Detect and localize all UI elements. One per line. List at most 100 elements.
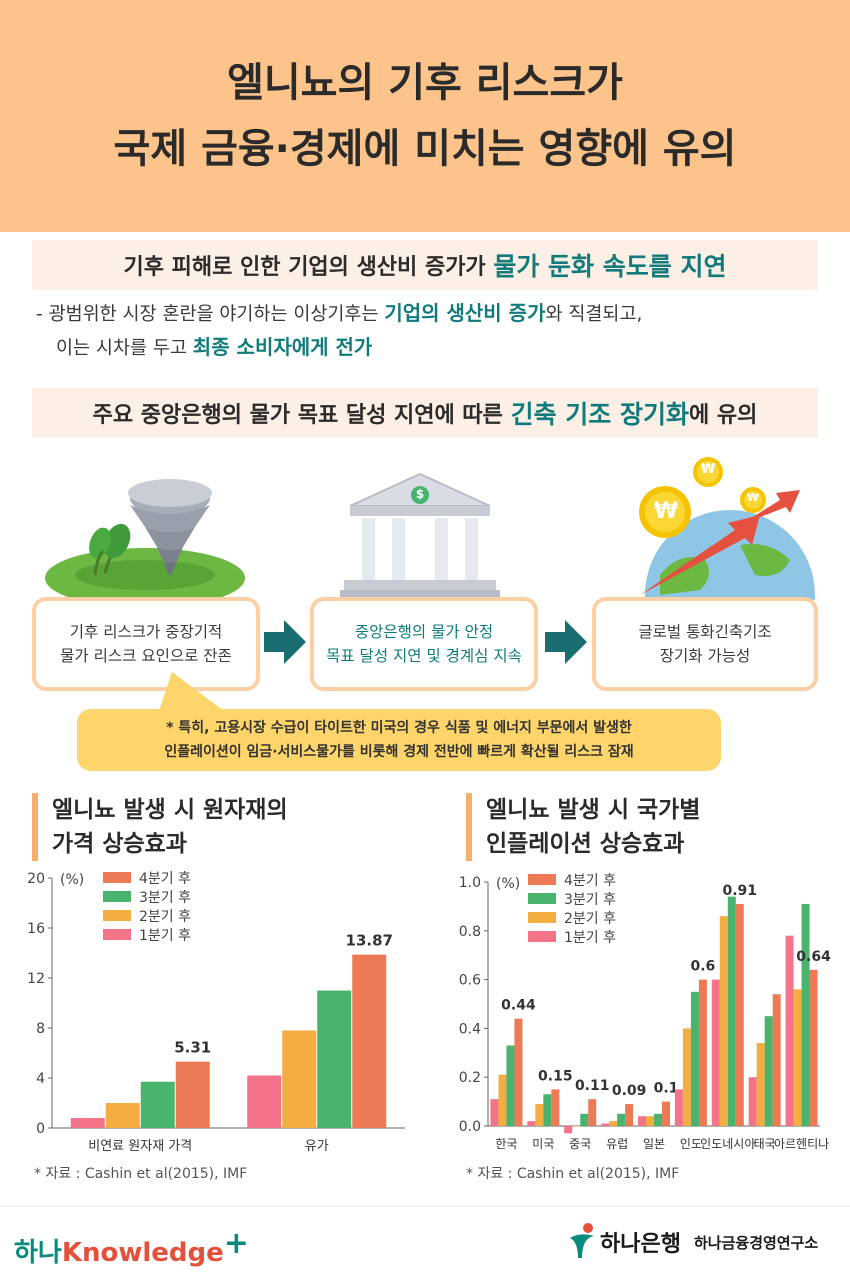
bar <box>809 969 818 1126</box>
bar <box>772 994 781 1126</box>
data-label: 0.15 <box>538 1068 573 1084</box>
y-tick-label: 0 <box>36 1121 45 1137</box>
legend-swatch <box>528 893 556 904</box>
coin-won-symbol-tiny: ₩ <box>746 491 760 504</box>
bank-dollar-symbol: $ <box>415 487 425 501</box>
y-tick-label: 0.6 <box>459 973 481 989</box>
y-tick-label: 4 <box>36 1071 45 1087</box>
paragraph-line1: - 광범위한 시장 혼란을 야기하는 이상기후는 기업의 생산비 증가와 직결되… <box>36 296 826 332</box>
step-box-2: 중앙은행의 물가 안정 목표 달성 지연 및 경계심 지속 <box>310 597 538 691</box>
y-tick-label: 8 <box>36 1021 45 1037</box>
step-box-3: 글로벌 통화긴축기조 장기화 가능성 <box>592 597 818 691</box>
legend-swatch <box>528 912 556 923</box>
bar <box>535 1104 544 1126</box>
bar <box>543 1094 552 1126</box>
section2-line2: 인플레이션 상승효과 <box>486 831 685 857</box>
x-tick-label: 아르헨티나 <box>774 1137 829 1151</box>
bar <box>580 1113 589 1126</box>
legend-label: 3분기 후 <box>564 892 616 908</box>
legend-label: 2분기 후 <box>564 911 616 927</box>
bar <box>793 989 802 1126</box>
unit-label: (%) <box>60 872 84 888</box>
legend-label: 3분기 후 <box>139 890 191 906</box>
bar <box>506 1045 515 1126</box>
data-label: 0.1 <box>654 1081 679 1097</box>
banner1-prefix: 기후 피해로 인한 기업의 생산비 증가가 <box>123 255 494 280</box>
note-callout: * 특히, 고용시장 수급이 타이트한 미국의 경우 식품 및 에너지 부문에서… <box>77 709 721 771</box>
bank-icon <box>340 472 500 598</box>
bar <box>282 1030 317 1128</box>
bar <box>175 1061 210 1128</box>
section2-line1: 엘니뇨 발생 시 국가별 <box>486 797 701 823</box>
hana-institute-name: 하나금융경영연구소 <box>694 1234 819 1252</box>
bar <box>625 1104 634 1126</box>
banner2-suffix: 에 유의 <box>688 403 758 428</box>
x-tick-label: 중국 <box>569 1137 591 1151</box>
bar <box>690 991 699 1126</box>
x-tick-label: 인도네시아 <box>700 1137 755 1151</box>
arrow-right-icon <box>264 620 306 664</box>
arrow-right-icon <box>545 620 587 664</box>
source-note-1: * 자료 : Cashin et al(2015), IMF <box>34 1166 248 1182</box>
bar <box>564 1126 573 1134</box>
x-tick-label: 비연료 원자재 가격 <box>88 1139 192 1154</box>
bar <box>609 1121 618 1126</box>
banner1-highlight: 물가 둔화 속도를 지연 <box>493 252 727 281</box>
banner-price-delay: 기후 피해로 인한 기업의 생산비 증가가 물가 둔화 속도를 지연 <box>32 240 818 290</box>
bar <box>70 1118 105 1128</box>
paragraph-text-a: 광범위한 시장 혼란을 야기하는 이상기후는 <box>48 304 385 325</box>
step1-line2: 물가 리스크 요인으로 잔존 <box>60 647 232 665</box>
x-tick-label: 인도 <box>680 1137 702 1151</box>
bar <box>785 935 794 1126</box>
bar <box>514 1018 523 1126</box>
bar <box>498 1074 507 1126</box>
tornado-icon <box>45 479 245 598</box>
bar <box>756 1043 765 1126</box>
x-tick-label: 한국 <box>495 1137 517 1151</box>
footer-divider <box>0 1206 850 1207</box>
section1-line1: 엘니뇨 발생 시 원자재의 <box>52 797 288 823</box>
bar <box>572 1126 581 1127</box>
note-line1: * 특히, 고용시장 수급이 타이트한 미국의 경우 식품 및 에너지 부문에서… <box>166 720 632 736</box>
data-label: 0.44 <box>501 998 536 1014</box>
bar <box>662 1101 670 1126</box>
coin-won-symbol-large: ₩ <box>653 499 679 524</box>
y-tick-label: 0.4 <box>459 1021 481 1037</box>
bar <box>617 1113 626 1126</box>
legend-label: 4분기 후 <box>564 873 616 889</box>
data-label: 0.91 <box>723 883 758 899</box>
bar <box>601 1123 610 1126</box>
bar <box>748 1077 757 1126</box>
bar <box>105 1103 140 1128</box>
hana-bank-name: 하나은행 <box>600 1232 681 1257</box>
legend-swatch <box>103 872 131 883</box>
step1-line1: 기후 리스크가 중장기적 <box>69 623 223 641</box>
y-tick-label: 16 <box>27 921 45 937</box>
data-label: 0.11 <box>575 1078 610 1094</box>
paragraph-highlight-cost: 기업의 생산비 증가 <box>384 301 546 325</box>
logo-brand-a: 하나 <box>14 1238 62 1268</box>
x-tick-label: 일본 <box>643 1137 665 1151</box>
data-label: 0.64 <box>796 949 831 965</box>
legend-swatch <box>528 874 556 885</box>
hana-bank-logo-icon <box>570 1223 594 1258</box>
banner2-highlight: 긴축 기조 장기화 <box>510 400 689 429</box>
step3-line1: 글로벌 통화긴축기조 <box>638 623 772 641</box>
logo-brand-b: Knowledge <box>61 1238 224 1268</box>
bar <box>646 1116 654 1126</box>
data-label: 5.31 <box>174 1039 211 1057</box>
paragraph-text-d: 이는 시차를 두고 <box>56 338 193 359</box>
data-label: 0.09 <box>612 1083 647 1099</box>
chart-country-inflation: 0.0 0.2 0.4 0.6 0.8 1.0 (%) 4분기 후 3분기 후 2분기 후 1분기 … <box>459 873 831 1151</box>
note-line2: 인플레이션이 임금·서비스물가를 비롯해 경제 전반에 빠르게 확산될 리스크 … <box>164 744 634 760</box>
paragraph-dash: - <box>36 304 43 325</box>
paragraph-text-c: 와 직결되고, <box>545 304 643 325</box>
note-pointer <box>158 672 228 714</box>
bar <box>490 1099 499 1126</box>
section-title-commodities: 엘니뇨 발생 시 원자재의 가격 상승효과 <box>32 793 288 861</box>
bar <box>719 916 728 1126</box>
x-tick-label: 태국 <box>754 1137 776 1151</box>
globe-coins-icon <box>639 457 815 600</box>
y-tick-label: 20 <box>27 871 45 887</box>
bar <box>682 1028 691 1126</box>
